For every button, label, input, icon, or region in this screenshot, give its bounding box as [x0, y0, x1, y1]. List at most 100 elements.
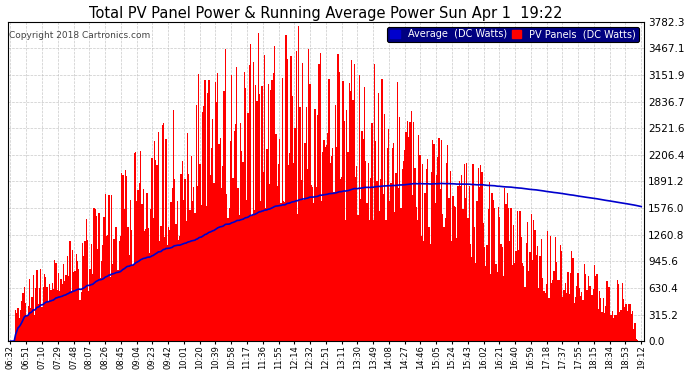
Bar — [124, 209, 125, 341]
Bar — [555, 237, 556, 341]
Legend: Average  (DC Watts), PV Panels  (DC Watts): Average (DC Watts), PV Panels (DC Watts) — [387, 27, 639, 42]
Bar — [480, 165, 482, 341]
Bar — [537, 246, 538, 341]
Bar — [293, 164, 294, 341]
Bar — [53, 289, 54, 341]
Bar — [231, 75, 233, 341]
Bar — [564, 290, 565, 341]
Bar — [426, 169, 427, 341]
Bar — [438, 138, 440, 341]
Bar — [233, 131, 235, 341]
Bar — [178, 240, 179, 341]
Bar — [611, 311, 613, 341]
Bar — [457, 186, 459, 341]
Bar — [493, 200, 494, 341]
Bar — [181, 160, 183, 341]
Bar — [271, 80, 273, 341]
Bar — [73, 272, 75, 341]
Bar — [168, 227, 169, 341]
Bar — [79, 300, 81, 341]
Bar — [479, 187, 480, 341]
Bar — [424, 193, 426, 341]
Bar — [432, 140, 433, 341]
Text: Copyright 2018 Cartronics.com: Copyright 2018 Cartronics.com — [8, 31, 150, 40]
Title: Total PV Panel Power & Running Average Power Sun Apr 1  19:22: Total PV Panel Power & Running Average P… — [89, 6, 562, 21]
Bar — [81, 292, 82, 341]
Bar — [560, 245, 561, 341]
Bar — [294, 129, 295, 341]
Bar — [383, 194, 384, 341]
Bar — [112, 264, 113, 341]
Bar — [145, 228, 146, 341]
Bar — [393, 143, 394, 341]
Bar — [170, 202, 172, 341]
Bar — [288, 165, 289, 341]
Bar — [244, 72, 245, 341]
Bar — [556, 262, 558, 341]
Bar — [284, 202, 286, 341]
Bar — [120, 236, 121, 341]
Bar — [406, 132, 407, 341]
Bar — [298, 26, 299, 341]
Bar — [70, 291, 72, 341]
Bar — [482, 224, 484, 341]
Bar — [614, 315, 615, 341]
Bar — [304, 143, 306, 341]
Bar — [131, 230, 132, 341]
Bar — [613, 318, 614, 341]
Bar — [130, 200, 131, 341]
Bar — [303, 200, 304, 341]
Bar — [172, 188, 173, 341]
Bar — [538, 288, 540, 341]
Bar — [596, 274, 598, 341]
Bar — [544, 293, 546, 341]
Bar — [278, 164, 279, 341]
Bar — [380, 179, 382, 341]
Bar — [295, 51, 297, 341]
Bar — [149, 253, 150, 341]
Bar — [264, 55, 265, 341]
Bar — [442, 214, 444, 341]
Bar — [464, 164, 465, 341]
Bar — [374, 64, 375, 341]
Bar — [111, 195, 112, 341]
Bar — [116, 227, 117, 341]
Bar — [356, 165, 357, 341]
Bar — [141, 204, 143, 341]
Bar — [175, 224, 177, 341]
Bar — [551, 283, 552, 341]
Bar — [540, 256, 541, 341]
Bar — [58, 273, 59, 341]
Bar — [43, 286, 44, 341]
Bar — [485, 266, 486, 341]
Bar — [369, 220, 370, 341]
Bar — [413, 122, 415, 341]
Bar — [265, 208, 266, 341]
Bar — [406, 122, 408, 341]
Bar — [569, 294, 570, 341]
Bar — [233, 178, 234, 341]
Bar — [489, 182, 490, 341]
Bar — [453, 206, 455, 341]
Bar — [404, 150, 406, 341]
Bar — [64, 282, 66, 341]
Bar — [524, 287, 526, 341]
Bar — [385, 220, 386, 341]
Bar — [591, 295, 593, 341]
Bar — [502, 246, 503, 341]
Bar — [412, 195, 413, 341]
Bar — [125, 170, 126, 341]
Bar — [21, 300, 23, 341]
Bar — [500, 243, 502, 341]
Bar — [415, 207, 417, 341]
Bar — [208, 80, 210, 341]
Bar — [629, 304, 631, 341]
Bar — [30, 308, 31, 341]
Bar — [535, 255, 537, 341]
Bar — [342, 81, 344, 341]
Bar — [212, 118, 213, 341]
Bar — [301, 180, 302, 341]
Bar — [48, 301, 49, 341]
Bar — [584, 264, 585, 341]
Bar — [28, 306, 29, 341]
